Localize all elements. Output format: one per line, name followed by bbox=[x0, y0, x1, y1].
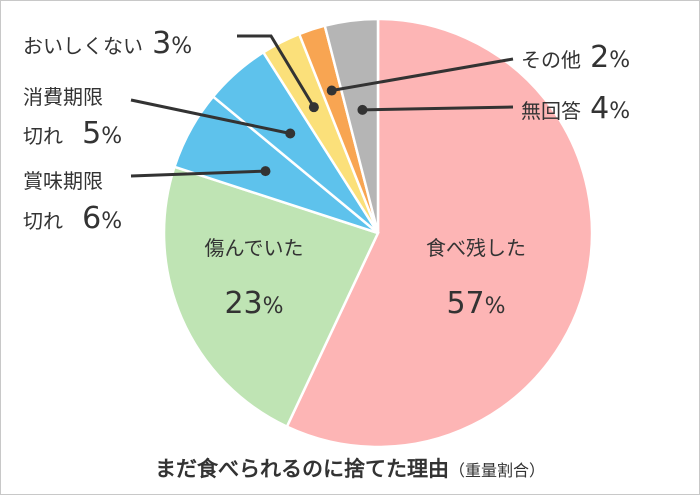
leader-line-sonota bbox=[331, 57, 514, 93]
label-sonota: その他 2% bbox=[521, 43, 630, 73]
value-shomi: 6% bbox=[82, 201, 122, 236]
pie-slice-mukaito bbox=[323, 17, 380, 234]
label-oishiku-text: おいしくない bbox=[23, 34, 143, 58]
leader-dot-oishiku bbox=[308, 102, 319, 113]
value-mukaito: 4% bbox=[590, 91, 630, 126]
chart-subtitle: （重量割合） bbox=[448, 461, 545, 480]
leader-dot-sonota bbox=[326, 85, 337, 96]
chart-title-text: まだ食べられるのに捨てた理由 bbox=[154, 457, 449, 481]
value-itande: 23% bbox=[199, 289, 309, 319]
label-sonota-text: その他 bbox=[521, 48, 581, 72]
pie-slice-itande bbox=[162, 165, 380, 429]
label-mukaito: 無回答 4% bbox=[521, 94, 630, 124]
label-mukaito-text: 無回答 bbox=[521, 99, 581, 123]
percent-sign: % bbox=[609, 99, 631, 124]
label-shomi-text2: 切れ bbox=[23, 209, 63, 233]
value-oishiku-number: 3 bbox=[152, 26, 172, 61]
value-tabeno-number: 57 bbox=[446, 286, 485, 321]
value-shohi: 5% bbox=[82, 116, 122, 151]
label-shohi-text1: 消費期限 bbox=[23, 85, 103, 109]
percent-sign: % bbox=[171, 34, 193, 59]
label-oishiku: おいしくない 3% bbox=[23, 29, 192, 59]
label-shohi-text2: 切れ bbox=[23, 124, 63, 148]
leader-dot-shomi bbox=[260, 166, 271, 177]
label-tabeno: 食べ残した bbox=[421, 238, 531, 258]
label-shomi-line1: 賞味期限 bbox=[23, 171, 103, 191]
percent-sign: % bbox=[262, 294, 284, 319]
value-itande-number: 23 bbox=[224, 286, 263, 321]
label-shomi-text1: 賞味期限 bbox=[23, 169, 103, 193]
value-sonota: 2% bbox=[590, 40, 630, 75]
pie-slice-tabeno bbox=[285, 17, 594, 449]
percent-sign: % bbox=[101, 124, 123, 149]
label-tabeno-text: 食べ残した bbox=[426, 236, 526, 260]
leader-line-shohi bbox=[130, 98, 291, 135]
label-itande-text: 傷んでいた bbox=[204, 236, 304, 260]
label-shohi-line1: 消費期限 bbox=[23, 87, 103, 107]
value-shohi-number: 5 bbox=[82, 116, 102, 151]
value-sonota-number: 2 bbox=[590, 40, 610, 75]
leader-line-mukaito bbox=[362, 105, 514, 112]
leader-line-shomi bbox=[130, 169, 266, 178]
percent-sign: % bbox=[609, 48, 631, 73]
label-shohi-line2: 切れ 5% bbox=[23, 119, 122, 149]
leader-line-oishiku bbox=[237, 34, 316, 108]
label-itande: 傷んでいた bbox=[199, 238, 309, 258]
percent-sign: % bbox=[101, 209, 123, 234]
value-oishiku: 3% bbox=[152, 26, 192, 61]
chart-title: まだ食べられるのに捨てた理由（重量割合） bbox=[1, 453, 699, 483]
value-mukaito-number: 4 bbox=[590, 91, 610, 126]
value-tabeno: 57% bbox=[421, 289, 531, 319]
percent-sign: % bbox=[484, 294, 506, 319]
value-shomi-number: 6 bbox=[82, 201, 102, 236]
leader-dot-mukaito bbox=[357, 104, 368, 115]
leader-dot-shohi bbox=[285, 128, 296, 139]
label-shomi-line2: 切れ 6% bbox=[23, 204, 122, 234]
